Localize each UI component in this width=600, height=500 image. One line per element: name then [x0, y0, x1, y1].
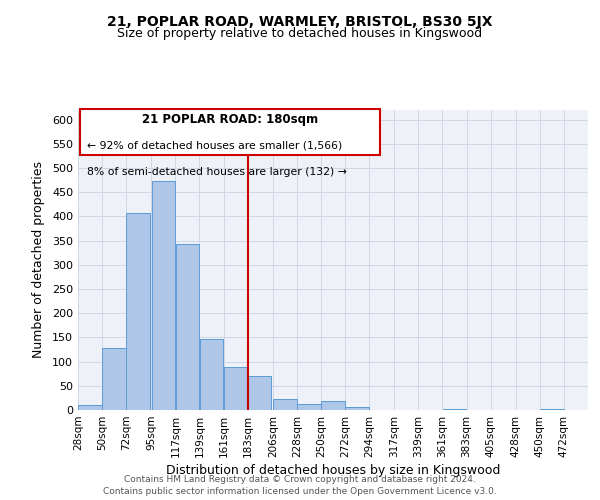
Text: 21 POPLAR ROAD: 180sqm: 21 POPLAR ROAD: 180sqm — [142, 113, 318, 126]
Text: 21, POPLAR ROAD, WARMLEY, BRISTOL, BS30 5JX: 21, POPLAR ROAD, WARMLEY, BRISTOL, BS30 … — [107, 15, 493, 29]
Bar — [224, 368, 247, 410]
Bar — [321, 402, 345, 410]
Bar — [176, 244, 199, 410]
Bar — [78, 405, 102, 410]
Bar — [540, 409, 563, 410]
Bar — [346, 406, 369, 410]
Y-axis label: Number of detached properties: Number of detached properties — [32, 162, 45, 358]
Text: ← 92% of detached houses are smaller (1,566): ← 92% of detached houses are smaller (1,… — [88, 140, 343, 150]
Bar — [248, 376, 271, 410]
X-axis label: Distribution of detached houses by size in Kingswood: Distribution of detached houses by size … — [166, 464, 500, 477]
Text: Size of property relative to detached houses in Kingswood: Size of property relative to detached ho… — [118, 28, 482, 40]
Bar — [297, 404, 320, 410]
Bar — [443, 408, 466, 410]
Text: 8% of semi-detached houses are larger (132) →: 8% of semi-detached houses are larger (1… — [88, 167, 347, 177]
Bar — [127, 213, 150, 410]
Text: Contains public sector information licensed under the Open Government Licence v3: Contains public sector information licen… — [103, 488, 497, 496]
Bar — [200, 339, 223, 410]
Bar — [152, 181, 175, 410]
Bar — [103, 348, 126, 410]
Text: Contains HM Land Registry data © Crown copyright and database right 2024.: Contains HM Land Registry data © Crown c… — [124, 475, 476, 484]
Bar — [273, 399, 296, 410]
FancyBboxPatch shape — [80, 108, 380, 155]
